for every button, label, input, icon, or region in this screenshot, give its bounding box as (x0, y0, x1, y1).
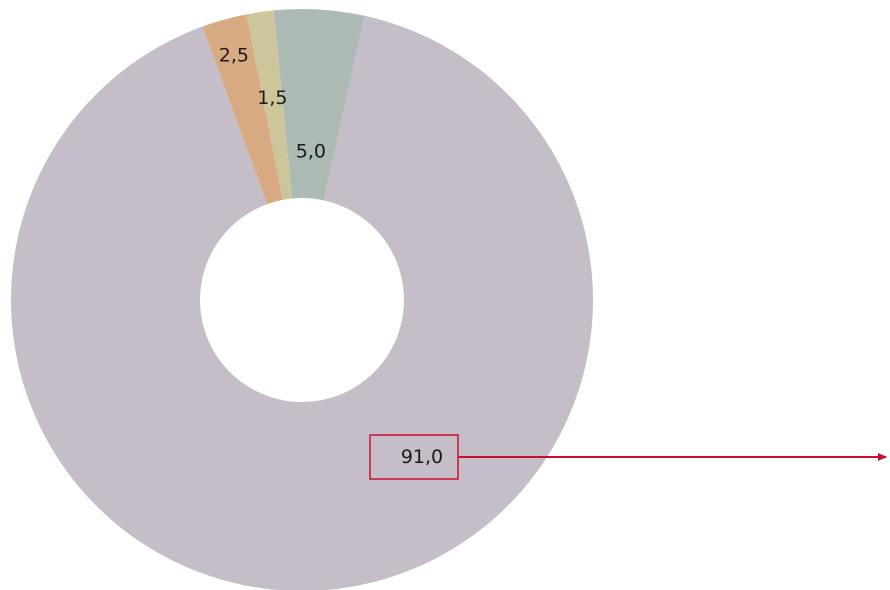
donut-slice-2 (273, 9, 365, 201)
highlight-value-label: 91,0 (401, 446, 443, 468)
slice-labels: 5,0 1,5 2,5 (219, 44, 326, 162)
slice-label-4: 2,5 (219, 44, 249, 66)
donut-slice-4 (202, 14, 283, 205)
donut-slices (11, 9, 593, 590)
slice-label-3: 1,5 (257, 87, 287, 109)
slice-label-2: 5,0 (296, 140, 326, 162)
highlight-annotation: 91,0 (369, 434, 887, 480)
donut-slice-1 (11, 15, 593, 590)
donut-slice-3 (246, 10, 293, 200)
